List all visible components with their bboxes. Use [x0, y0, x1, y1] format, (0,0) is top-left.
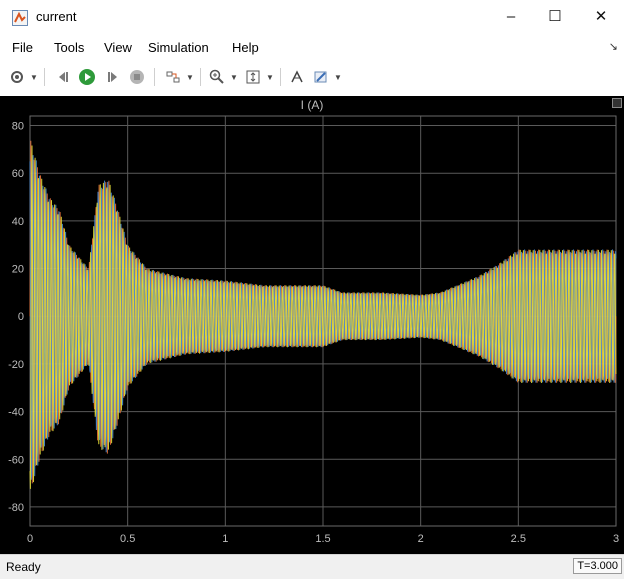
y-tick-label: 80 — [12, 121, 24, 133]
window-titlebar: current – ☐ ✕ — [0, 0, 624, 36]
highlight-dropdown-icon[interactable]: ▼ — [186, 73, 194, 82]
zoom-icon[interactable] — [208, 68, 226, 86]
highlight-icon[interactable] — [164, 68, 182, 86]
menu-help[interactable]: Help — [232, 40, 259, 55]
toolbar-separator — [44, 68, 45, 86]
zoom-dropdown-icon[interactable]: ▼ — [230, 73, 238, 82]
y-tick-label: -20 — [8, 359, 24, 371]
menu-view[interactable]: View — [104, 40, 132, 55]
chart-title: I (A) — [300, 98, 324, 112]
y-tick-label: 60 — [12, 168, 24, 180]
maximize-button[interactable]: ☐ — [548, 8, 562, 25]
simulink-app-icon — [12, 10, 28, 26]
window-title: current — [36, 9, 77, 24]
y-tick-label: -40 — [8, 407, 24, 419]
menu-file[interactable]: File — [12, 40, 33, 55]
x-tick-label: 0 — [27, 533, 33, 545]
y-tick-label: 20 — [12, 264, 24, 276]
series-line — [29, 155, 617, 480]
y-tick-label: -80 — [8, 502, 24, 514]
series-line — [29, 145, 617, 489]
current-plot[interactable]: 0 0.5 1 1.5 2 2.5 3 80 60 40 20 0 -20 -40 -60 -80 — [0, 96, 624, 554]
style-icon[interactable] — [312, 68, 330, 86]
fit-axes-icon[interactable] — [244, 68, 262, 86]
toolbar-separator — [280, 68, 281, 86]
close-button[interactable]: ✕ — [594, 8, 608, 25]
scope-display: I (A) 0 0.5 1 1.5 2 2.5 3 80 60 40 20 0 -20 -40 -60 -80 — [0, 96, 624, 554]
gear-dropdown-icon[interactable]: ▼ — [30, 73, 38, 82]
status-text: Ready — [6, 560, 41, 574]
step-back-icon[interactable] — [54, 68, 72, 86]
undock-icon[interactable] — [612, 98, 622, 108]
y-tick-label: 40 — [12, 216, 24, 228]
x-tick-label: 1 — [222, 533, 228, 545]
x-tick-label: 1.5 — [315, 533, 330, 545]
y-tick-label: 0 — [18, 311, 24, 323]
step-forward-icon[interactable] — [104, 68, 122, 86]
series-line — [29, 140, 617, 484]
toolbar: ▼ ▼ ▼ ▼ ▼ — [0, 62, 624, 92]
menu-tools[interactable]: Tools — [54, 40, 85, 55]
fit-axes-dropdown-icon[interactable]: ▼ — [266, 73, 274, 82]
y-tick-label: -60 — [8, 454, 24, 466]
x-tick-label: 0.5 — [120, 533, 135, 545]
toolbar-separator — [200, 68, 201, 86]
stop-icon[interactable] — [128, 68, 146, 86]
gear-icon[interactable] — [8, 68, 26, 86]
simulation-time: T=3.000 — [573, 558, 622, 574]
status-bar: Ready T=3.000 — [0, 554, 624, 579]
menu-overflow-icon[interactable]: ↘ — [608, 41, 618, 53]
x-tick-label: 3 — [613, 533, 619, 545]
cursor-measure-icon[interactable] — [288, 68, 306, 86]
run-icon[interactable] — [78, 68, 96, 86]
menu-bar: File Tools View Simulation Help ↘ — [0, 36, 624, 60]
minimize-button[interactable]: – — [506, 7, 516, 25]
x-tick-label: 2 — [418, 533, 424, 545]
style-dropdown-icon[interactable]: ▼ — [334, 73, 342, 82]
menu-simulation[interactable]: Simulation — [148, 40, 209, 55]
x-tick-label: 2.5 — [511, 533, 526, 545]
toolbar-separator — [154, 68, 155, 86]
